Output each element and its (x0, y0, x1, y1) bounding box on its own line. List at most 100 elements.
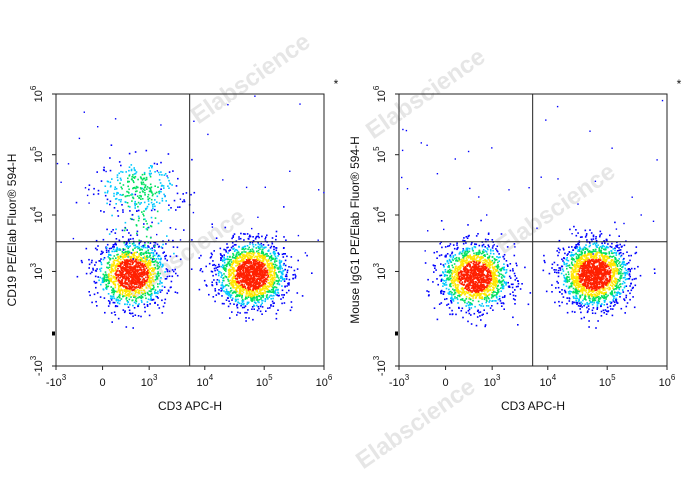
event-dot (147, 196, 149, 198)
event-dot (266, 271, 269, 274)
event-dot (284, 259, 287, 262)
event-dot (498, 288, 500, 291)
event-dot (495, 295, 498, 298)
event-dot (94, 264, 96, 266)
event-dot (140, 202, 142, 204)
event-dot (227, 252, 229, 254)
event-dot (269, 247, 272, 249)
event-dot (142, 277, 145, 280)
event-dot (461, 251, 464, 253)
event-dot (481, 279, 484, 282)
event-dot (122, 193, 124, 196)
event-dot (236, 306, 239, 309)
event-dot (205, 265, 207, 268)
event-dot (273, 292, 276, 294)
event-dot (122, 291, 124, 294)
event-dot (124, 260, 126, 263)
event-dot (464, 278, 466, 280)
event-dot (222, 268, 225, 270)
event-dot (258, 290, 261, 292)
event-dot (228, 273, 230, 276)
event-dot (474, 263, 476, 266)
event-dot (116, 191, 118, 194)
event-dot (141, 179, 144, 181)
event-dot (472, 283, 474, 285)
event-dot (476, 260, 478, 262)
event-dot (479, 286, 482, 288)
event-dot (227, 258, 229, 261)
event-dot (136, 274, 139, 277)
event-dot (136, 271, 139, 274)
event-dot (448, 293, 450, 295)
event-dot (191, 239, 193, 241)
event-dot (150, 186, 153, 188)
event-dot (492, 249, 494, 252)
event-dot (440, 220, 443, 222)
event-dot (497, 261, 499, 264)
event-dot (154, 279, 157, 281)
event-dot (141, 276, 143, 278)
event-dot (468, 284, 470, 287)
event-dot (108, 261, 110, 264)
event-dot (264, 273, 266, 275)
event-dot (478, 265, 481, 267)
event-dot (215, 267, 217, 269)
event-dot (286, 275, 288, 278)
event-dot (277, 252, 279, 254)
event-dot (128, 279, 130, 282)
event-dot (256, 283, 259, 285)
event-dot (456, 274, 458, 277)
event-dot (229, 269, 232, 271)
event-dot (496, 278, 498, 280)
event-dot (218, 281, 221, 283)
event-dot (211, 226, 214, 228)
event-dot (492, 300, 494, 302)
event-dot (211, 281, 213, 284)
event-dot (458, 306, 460, 309)
event-dot (266, 287, 269, 290)
event-dot (272, 305, 275, 307)
event-dot (113, 290, 116, 292)
event-dot (493, 290, 495, 293)
event-dot (280, 298, 282, 300)
event-dot (492, 291, 494, 294)
event-dot (112, 269, 115, 272)
event-dot (488, 289, 490, 292)
event-dot (110, 271, 112, 274)
event-dot (470, 275, 473, 278)
event-dot (268, 257, 271, 260)
event-dot (483, 290, 485, 292)
event-dot (244, 287, 247, 290)
event-dot (128, 252, 131, 254)
event-dot (134, 267, 137, 269)
event-dot (152, 251, 155, 254)
event-dot (457, 268, 459, 271)
event-dot (241, 276, 243, 279)
event-dot (278, 271, 280, 273)
event-dot (159, 289, 161, 291)
event-dot (232, 272, 234, 275)
event-dot (492, 289, 495, 291)
event-dot (468, 282, 470, 285)
event-dot (486, 287, 488, 290)
event-dot (493, 275, 495, 278)
event-dot (232, 287, 234, 289)
event-dot (106, 198, 109, 201)
event-dot (250, 275, 253, 277)
event-dot (168, 179, 170, 182)
event-dot (133, 181, 135, 184)
event-dot (454, 297, 456, 300)
event-dot (122, 295, 124, 298)
event-dot (141, 271, 143, 273)
event-dot (455, 257, 458, 259)
event-dot (456, 288, 459, 290)
event-dot (469, 284, 471, 286)
event-dot (241, 259, 243, 262)
event-dot (474, 243, 476, 245)
event-dot (499, 280, 502, 283)
event-dot (260, 280, 262, 282)
event-dot (458, 257, 460, 259)
event-dot (138, 273, 140, 276)
event-dot (249, 274, 251, 277)
event-dot (465, 296, 468, 298)
